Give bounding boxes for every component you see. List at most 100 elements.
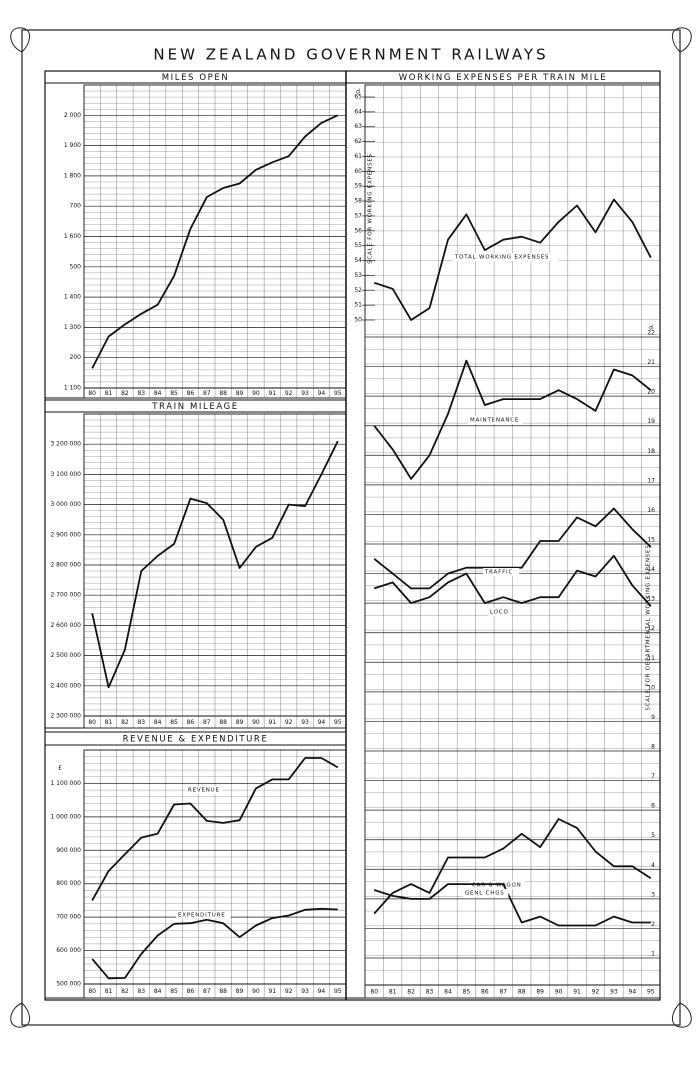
y-tick-label: 59 bbox=[354, 183, 362, 190]
x-tick-label: 85 bbox=[170, 390, 178, 397]
x-tick-label: 90 bbox=[252, 719, 260, 726]
series-label: REVENUE bbox=[188, 788, 220, 794]
y-tick-label: 2 700 000 bbox=[50, 592, 81, 599]
x-tick-label: 93 bbox=[610, 989, 618, 996]
plot-frame bbox=[83, 749, 347, 999]
y2-tick-label: 6 bbox=[651, 803, 655, 810]
x-tick-label: 85 bbox=[170, 988, 178, 995]
x-tick-label: 80 bbox=[88, 988, 96, 995]
y-tick-label: 2 600 000 bbox=[50, 622, 81, 629]
y2-tick-label: 17 bbox=[647, 477, 655, 484]
y-tick-label: 65 bbox=[354, 94, 362, 101]
series-label-bg bbox=[463, 889, 509, 897]
series-label: LOCO bbox=[490, 610, 509, 616]
y2-tick-label: 2 bbox=[651, 921, 655, 928]
x-tick-label: 80 bbox=[88, 390, 96, 397]
y-unit: d bbox=[356, 89, 360, 96]
x-tick-label: 95 bbox=[334, 988, 342, 995]
y2-tick-label: 19 bbox=[647, 418, 655, 425]
x-tick-label: 87 bbox=[499, 989, 507, 996]
y-tick-label: 600 000 bbox=[56, 947, 81, 954]
x-tick-label: 88 bbox=[219, 988, 227, 995]
x-tick-label: 89 bbox=[236, 390, 244, 397]
x-tick-label: 84 bbox=[154, 390, 162, 397]
x-tick-label: 87 bbox=[203, 719, 211, 726]
y-tick-label: 2 300 000 bbox=[50, 713, 81, 720]
x-tick-label: 89 bbox=[536, 989, 544, 996]
y2-tick-label: 13 bbox=[647, 596, 655, 603]
x-tick-label: 86 bbox=[481, 989, 489, 996]
plot-frame bbox=[364, 84, 661, 999]
y-tick-label: 55 bbox=[354, 242, 362, 249]
chart-header bbox=[44, 399, 347, 413]
x-tick-label: 91 bbox=[268, 988, 276, 995]
series-label-bg bbox=[468, 416, 523, 424]
series-label-bg bbox=[488, 608, 511, 616]
x-tick-label: 89 bbox=[236, 988, 244, 995]
series-line bbox=[373, 198, 652, 321]
x-tick-label: 86 bbox=[187, 988, 195, 995]
y-tick-label: 900 000 bbox=[56, 847, 81, 854]
series-label: MAINTENANCE bbox=[470, 418, 519, 424]
y-tick-label: 800 000 bbox=[56, 880, 81, 887]
series-label: CAR & WAGON bbox=[472, 883, 522, 889]
x-tick-label: 94 bbox=[629, 989, 637, 996]
y2-unit: d bbox=[649, 325, 653, 332]
x-tick-label: 84 bbox=[154, 988, 162, 995]
y2-tick-label: 16 bbox=[647, 507, 655, 514]
x-tick-label: 83 bbox=[137, 988, 145, 995]
chart-title: WORKING EXPENSES PER TRAIN MILE bbox=[399, 73, 607, 83]
y2-tick-label: 11 bbox=[647, 655, 655, 662]
x-tick-label: 85 bbox=[463, 989, 471, 996]
x-tick-label: 91 bbox=[268, 390, 276, 397]
chart-header bbox=[345, 70, 661, 84]
y-tick-label: 1 400 bbox=[64, 294, 81, 301]
y-tick-label: 51 bbox=[354, 302, 362, 309]
x-tick-label: 82 bbox=[121, 988, 129, 995]
plot-frame bbox=[83, 84, 347, 399]
series-line bbox=[373, 554, 652, 607]
x-tick-label: 87 bbox=[203, 390, 211, 397]
series-label-bg bbox=[186, 786, 223, 794]
series-label: EXPENDITURE bbox=[178, 913, 226, 919]
x-tick-label: 83 bbox=[137, 719, 145, 726]
x-tick-label: 95 bbox=[334, 390, 342, 397]
x-tick-label: 85 bbox=[170, 719, 178, 726]
x-tick-label: 88 bbox=[219, 719, 227, 726]
y2-tick-label: 12 bbox=[647, 625, 655, 632]
series-line bbox=[91, 114, 339, 369]
x-tick-label: 83 bbox=[137, 390, 145, 397]
x-tick-label: 83 bbox=[426, 989, 434, 996]
plot-frame bbox=[83, 413, 347, 729]
x-tick-label: 80 bbox=[88, 719, 96, 726]
series-line bbox=[373, 507, 652, 590]
y-tick-label: 3 000 000 bbox=[50, 501, 81, 508]
x-tick-label: 84 bbox=[154, 719, 162, 726]
y2-tick-label: 7 bbox=[651, 773, 655, 780]
series-line bbox=[91, 907, 338, 980]
y2-tick-label: 1 bbox=[651, 951, 655, 958]
series-label-bg bbox=[453, 253, 559, 261]
series-label: TRAFFIC bbox=[484, 570, 513, 576]
y2-tick-label: 18 bbox=[647, 448, 655, 455]
y-tick-label: 3 100 000 bbox=[50, 471, 81, 478]
x-tick-label: 81 bbox=[105, 719, 113, 726]
y2-tick-label: 10 bbox=[647, 684, 655, 691]
y2-tick-label: 4 bbox=[651, 862, 655, 869]
y2-tick-label: 21 bbox=[647, 359, 655, 366]
y-tick-label: 1 800 bbox=[64, 172, 81, 179]
y-unit: £ bbox=[58, 765, 62, 772]
chart-title: TRAIN MILEAGE bbox=[151, 402, 239, 412]
x-tick-label: 91 bbox=[573, 989, 581, 996]
y2-tick-label: 8 bbox=[651, 744, 655, 751]
y2-axis-label: SCALE FOR DEPARTMENTAL WORKING EXPENSES bbox=[646, 544, 652, 710]
y-tick-label: 1 000 000 bbox=[50, 813, 81, 820]
y-axis-label: SCALE FOR WORKING EXPENSES bbox=[368, 153, 374, 264]
corner-ornaments bbox=[10, 27, 692, 1028]
y-tick-label: 62 bbox=[354, 138, 362, 145]
series-line bbox=[373, 883, 651, 927]
x-tick-label: 95 bbox=[334, 719, 342, 726]
x-tick-label: 88 bbox=[518, 989, 526, 996]
